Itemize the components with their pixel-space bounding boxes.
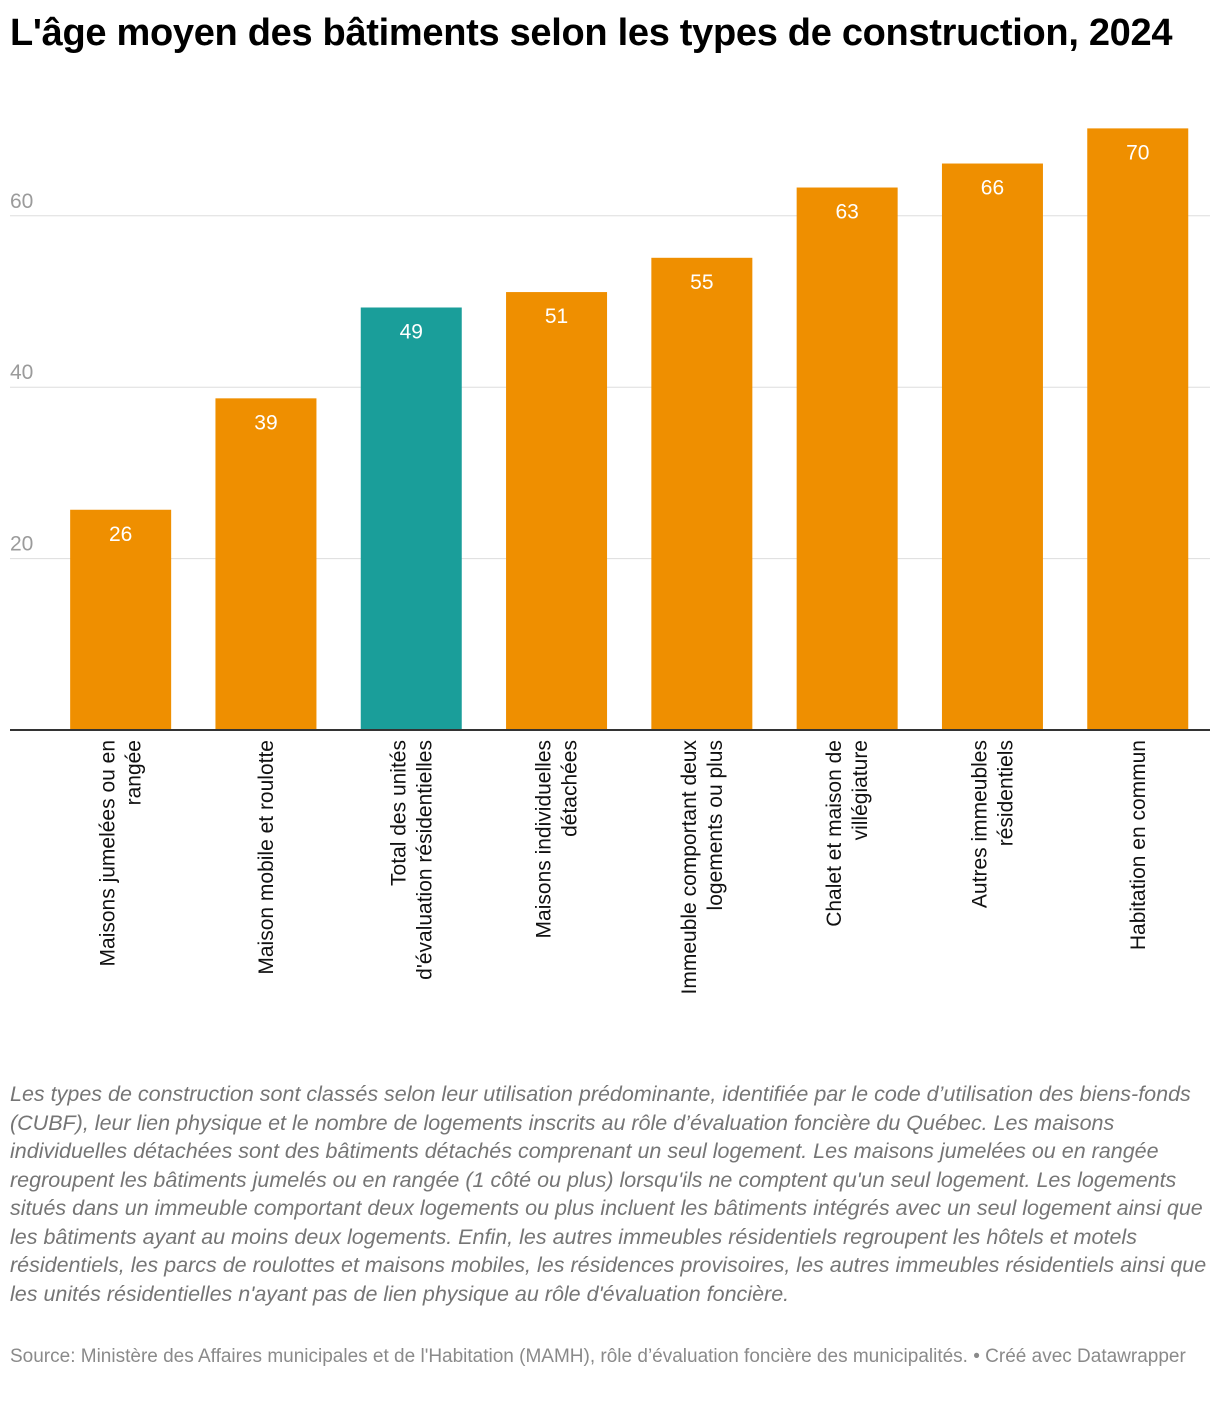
x-tick-label: villégiature — [849, 740, 872, 840]
chart-notes: Les types de construction sont classés s… — [10, 1082, 1207, 1306]
y-tick-label: 60 — [10, 190, 33, 213]
bars: 26 39 49 51 55 63 66 70 — [70, 128, 1189, 731]
bar-value-label: 39 — [254, 411, 277, 434]
x-tick-label: Maisons jumelées ou en — [97, 740, 120, 966]
y-tick-label: 40 — [10, 361, 33, 384]
x-tick-label: détachées — [559, 740, 582, 837]
bar — [1087, 128, 1189, 731]
bar-value-label: 26 — [109, 523, 132, 546]
bar — [796, 187, 898, 731]
bar — [506, 292, 608, 730]
x-tick-label: Immeuble comportant deux — [678, 740, 701, 995]
chart-source: Source: Ministère des Affaires municipal… — [10, 1346, 1186, 1367]
bar — [360, 307, 462, 730]
y-tick-label: 20 — [10, 533, 33, 556]
bar-value-label: 49 — [400, 320, 423, 343]
x-tick-label: Habitation en commun — [1127, 740, 1150, 950]
x-tick-label: Chalet et maison de — [823, 740, 846, 927]
x-tick-label: d'évaluation résidentielles — [413, 740, 436, 980]
x-tick-label: Maison mobile et roulotte — [255, 740, 278, 975]
bar — [651, 257, 753, 730]
x-tick-label: Total des unités — [387, 740, 410, 886]
bar — [941, 163, 1043, 730]
bar-value-label: 51 — [545, 305, 568, 328]
bar-value-label: 55 — [690, 271, 713, 294]
x-tick-label: résidentiels — [994, 740, 1017, 846]
bar-chart: 20 40 60 26 39 49 51 55 63 66 70 Maisons jumelées… — [10, 128, 1210, 995]
bar-value-label: 66 — [981, 177, 1004, 200]
bar — [215, 398, 317, 730]
x-tick-label: Maisons individuelles — [533, 740, 556, 938]
bar-value-label: 70 — [1126, 141, 1149, 164]
bar — [70, 509, 172, 730]
chart-title: L'âge moyen des bâtiments selon les type… — [10, 12, 1173, 54]
x-tick-label: rangée — [123, 740, 146, 805]
x-tick-label: logements ou plus — [704, 740, 727, 910]
bar-value-label: 63 — [835, 201, 858, 224]
x-tick-label: Autres immeubles — [968, 740, 991, 908]
x-axis: Maisons jumelées ou en rangée Maison mobil… — [10, 729, 1210, 995]
